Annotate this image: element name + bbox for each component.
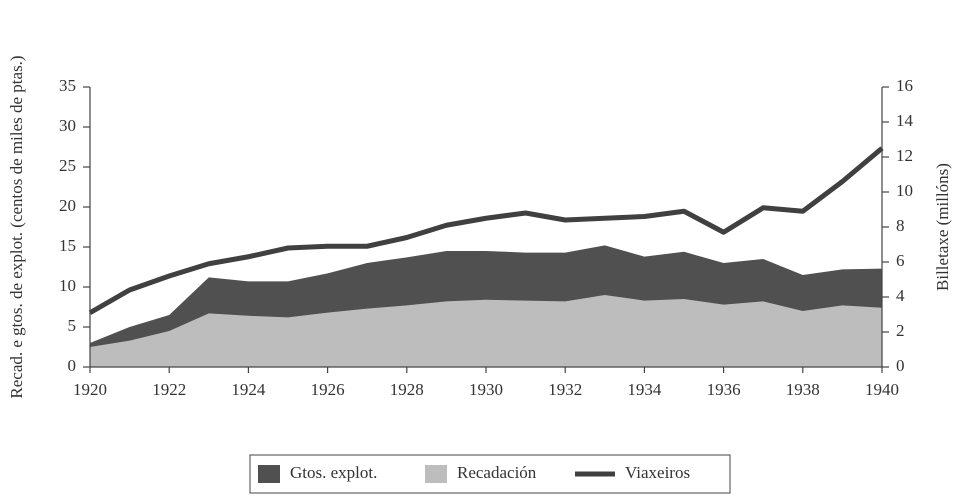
y2-tick-label: 2: [896, 321, 905, 340]
y-tick-label: 15: [59, 236, 76, 255]
legend-box: [249, 454, 731, 494]
x-tick-label: 1930: [469, 380, 503, 399]
y2-tick-label: 6: [896, 251, 905, 270]
x-tick-label: 1928: [390, 380, 424, 399]
y2-tick-label: 4: [896, 286, 905, 305]
legend-label: Viaxeiros: [625, 463, 690, 482]
y-tick-label: 35: [59, 76, 76, 95]
x-tick-label: 1932: [548, 380, 582, 399]
legend-label: Recadación: [457, 463, 537, 482]
y-axis-label: Recad. e gtos. de explot. (centos de mil…: [7, 55, 26, 398]
y-tick-label: 5: [68, 316, 77, 335]
x-tick-label: 1926: [311, 380, 345, 399]
y2-tick-label: 14: [896, 111, 914, 130]
line: [88, 146, 884, 315]
x-tick-label: 1920: [73, 380, 107, 399]
x-tick-label: 1924: [231, 380, 266, 399]
y2-tick-label: 12: [896, 146, 913, 165]
legend-swatch: [258, 465, 280, 483]
x-tick-label: 1938: [786, 380, 820, 399]
y2-tick-label: 0: [896, 356, 905, 375]
legend-swatch: [425, 465, 447, 483]
x-tick-label: 1936: [707, 380, 741, 399]
y-tick-label: 10: [59, 276, 76, 295]
y-tick-label: 20: [59, 196, 76, 215]
y-tick-label: 0: [68, 356, 77, 375]
x-tick-label: 1922: [152, 380, 186, 399]
area: [90, 295, 882, 367]
y2-axis-label: Billetaxe (millóns): [933, 163, 952, 291]
y-tick-label: 30: [59, 116, 76, 135]
x-tick-label: 1934: [627, 380, 662, 399]
y2-tick-label: 10: [896, 181, 913, 200]
y2-tick-label: 16: [896, 76, 913, 95]
legend-label: Gtos. explot.: [290, 463, 377, 482]
y-tick-label: 25: [59, 156, 76, 175]
y2-tick-label: 8: [896, 216, 905, 235]
x-tick-label: 1940: [865, 380, 899, 399]
